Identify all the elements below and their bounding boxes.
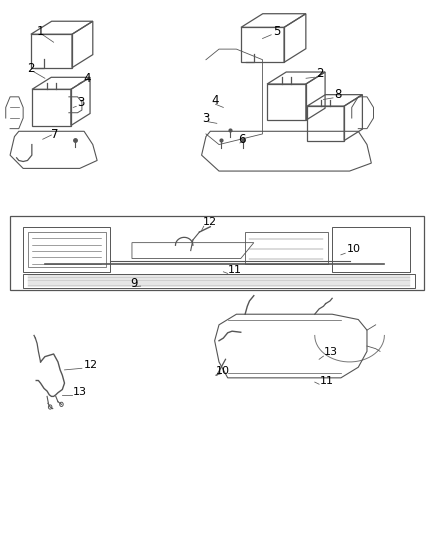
Text: 1: 1 (36, 25, 44, 38)
Text: 9: 9 (130, 277, 137, 289)
Text: 4: 4 (83, 72, 91, 85)
Text: 2: 2 (317, 67, 324, 80)
Text: 12: 12 (203, 217, 217, 227)
Text: 3: 3 (78, 96, 85, 109)
Text: 2: 2 (28, 62, 35, 75)
Text: 6: 6 (238, 133, 245, 146)
Text: 13: 13 (73, 387, 87, 397)
Text: 13: 13 (324, 347, 338, 357)
Text: 10: 10 (346, 244, 360, 254)
Text: 5: 5 (273, 25, 281, 38)
Text: 8: 8 (334, 88, 342, 101)
Text: 4: 4 (211, 94, 219, 107)
Text: 11: 11 (228, 265, 242, 275)
Text: 3: 3 (202, 112, 210, 125)
Text: 11: 11 (320, 376, 334, 386)
Text: 10: 10 (216, 366, 230, 376)
Text: 7: 7 (51, 128, 59, 141)
Text: 12: 12 (84, 360, 98, 370)
